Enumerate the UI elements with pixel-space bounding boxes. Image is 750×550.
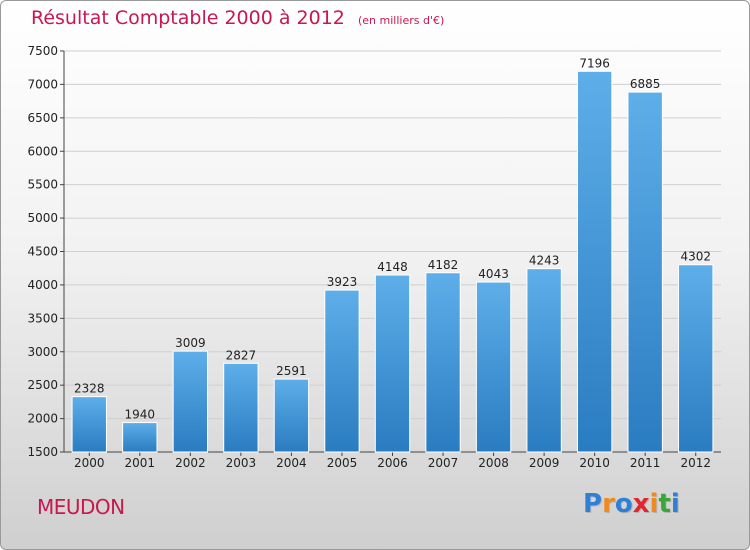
y-tick-label: 6000 [27, 144, 58, 158]
data-label: 2827 [226, 348, 257, 362]
bar [122, 422, 158, 453]
logo-letter: P [583, 489, 603, 519]
logo-letter: r [602, 489, 615, 519]
y-tick-label: 3000 [27, 345, 58, 359]
data-label: 6885 [630, 77, 661, 91]
bar [576, 70, 613, 453]
y-tick-label: 6500 [27, 111, 58, 125]
bar [475, 281, 512, 453]
logo-letter: i [670, 489, 680, 519]
bar [627, 91, 663, 453]
data-label: 2591 [276, 364, 307, 378]
proxiti-logo: Proxiti [583, 489, 680, 519]
title-row: Résultat Comptable 2000 à 2012 (en milli… [31, 7, 444, 29]
x-tick-label: 2000 [74, 456, 105, 470]
y-tick-label: 5500 [27, 178, 58, 192]
data-label: 3923 [327, 275, 358, 289]
y-tick-label: 4500 [27, 245, 58, 259]
data-label: 4182 [428, 258, 459, 272]
bar [273, 378, 310, 453]
logo-letter: t [658, 489, 671, 519]
x-tick-label: 2010 [579, 456, 610, 470]
data-label: 4302 [680, 250, 711, 264]
x-tick-label: 2003 [226, 456, 257, 470]
logo-letter: x [632, 489, 650, 519]
y-tick-label: 2000 [27, 412, 58, 426]
x-tick-label: 2006 [377, 456, 408, 470]
data-label: 1940 [125, 408, 156, 422]
data-labels: 2328 1940 3009 2827 2591 3923 4148 4182 4043 4243… [74, 56, 711, 421]
data-label: 4043 [478, 267, 509, 281]
data-label: 2328 [74, 382, 105, 396]
y-tick-label: 4000 [27, 278, 58, 292]
x-tick-label: 2009 [529, 456, 560, 470]
y-tick-label: 1500 [27, 445, 58, 459]
bar [324, 289, 360, 453]
city-name: MEUDON [37, 495, 125, 519]
x-tick-label: 2008 [478, 456, 509, 470]
x-tick-label: 2004 [276, 456, 307, 470]
logo-letter: i [649, 489, 659, 519]
axes: 1500 2000 2500 3000 3500 4000 4500 5000 5500 6000… [27, 44, 721, 470]
y-tick-label: 5000 [27, 211, 58, 225]
chart-subtitle: (en milliers d'€) [357, 14, 445, 27]
y-tick-label: 7500 [27, 44, 58, 58]
y-tick-label: 3500 [27, 311, 58, 325]
bar [425, 272, 461, 453]
bar [172, 350, 209, 453]
x-tick-label: 2012 [680, 456, 711, 470]
x-tick-label: 2011 [630, 456, 661, 470]
bar [678, 264, 714, 453]
bar [71, 396, 107, 453]
bar [223, 362, 259, 453]
x-tick-label: 2007 [428, 456, 459, 470]
y-tick-label: 7000 [27, 77, 58, 91]
x-tick-label: 2002 [175, 456, 206, 470]
x-tick-label: 2001 [125, 456, 156, 470]
y-tick-label: 2500 [27, 378, 58, 392]
bars [71, 70, 714, 453]
bar [374, 274, 411, 453]
x-tick-label: 2005 [327, 456, 358, 470]
chart-title: Résultat Comptable 2000 à 2012 [31, 7, 345, 29]
data-label: 7196 [579, 56, 610, 70]
logo-letter: o [614, 489, 633, 519]
data-label: 4148 [377, 260, 408, 274]
data-label: 4243 [529, 254, 560, 268]
data-label: 3009 [175, 336, 206, 350]
bar [526, 268, 562, 453]
